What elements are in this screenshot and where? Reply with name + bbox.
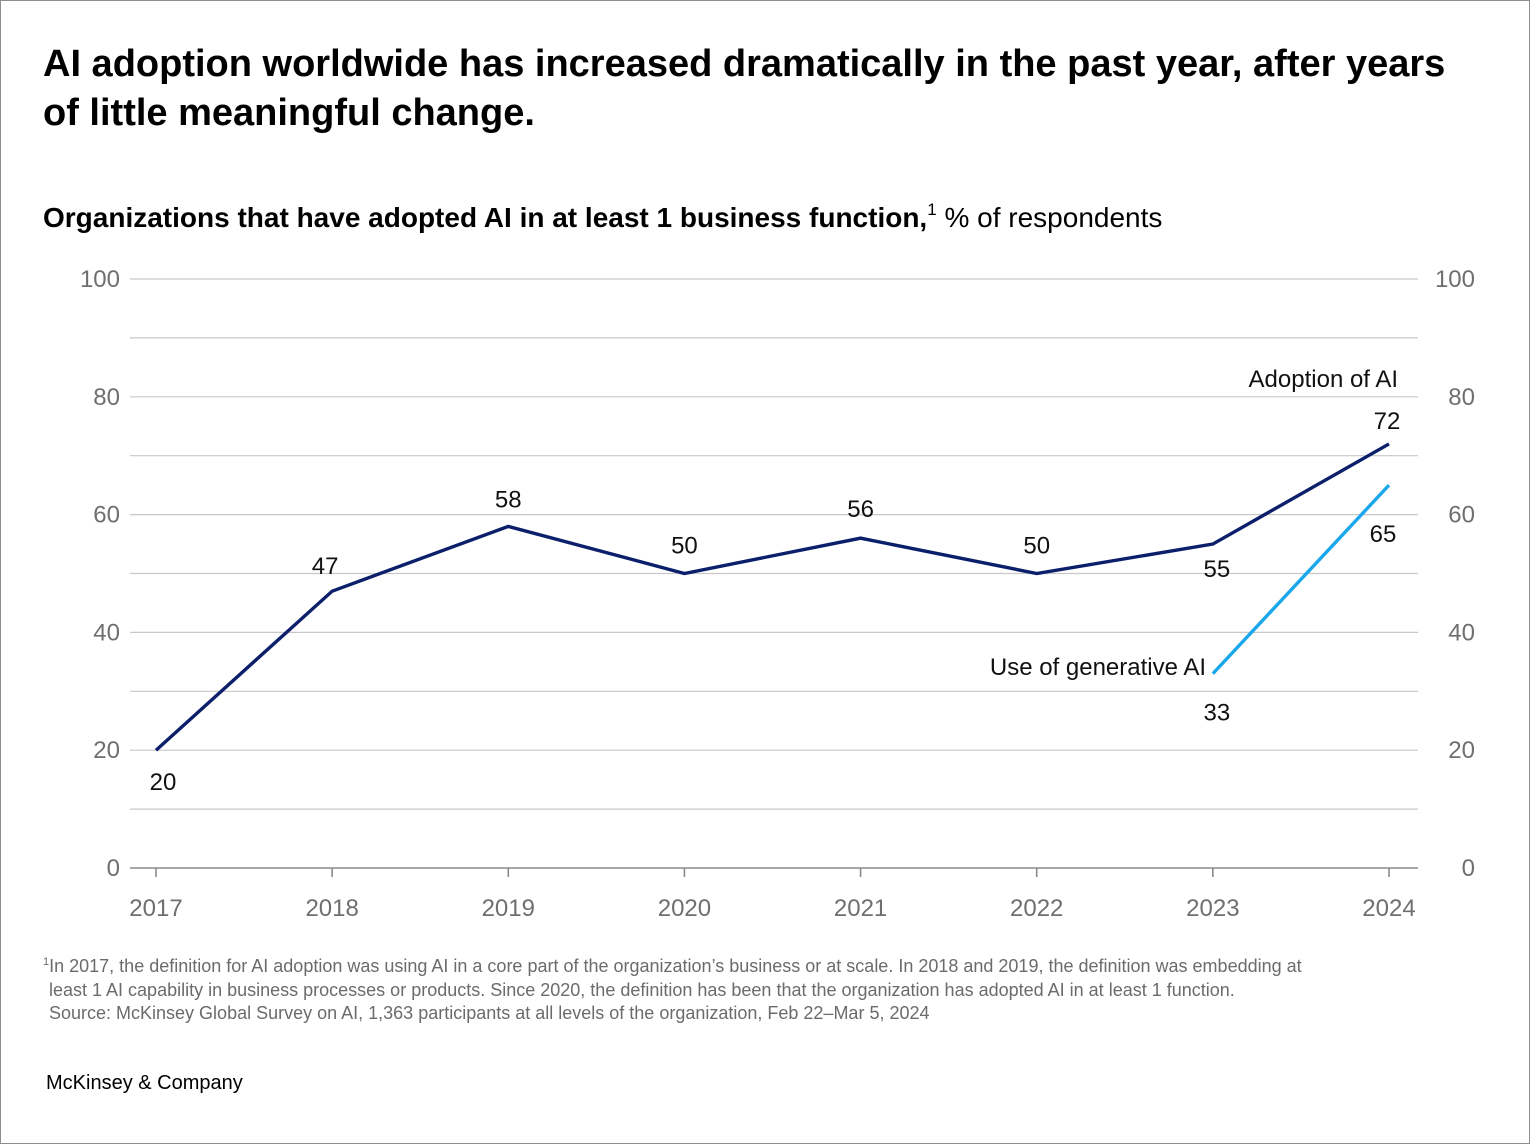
x-tick-label: 2022 [1010,895,1063,922]
data-label-adoption: 72 [1374,408,1401,435]
subtitle-footnote-marker: 1 [927,200,937,219]
x-tick-label: 2020 [658,895,711,922]
footnote-text-2: least 1 AI capability in business proces… [49,979,1235,1000]
data-label-adoption: 47 [312,553,339,580]
data-label-adoption: 56 [847,496,874,523]
x-tick-label: 2023 [1186,895,1239,922]
y-tick-label-left: 100 [80,266,120,293]
label-layer: 20 47 58 50 56 50 55 72 33 65 Adoption of AI Use of… [150,366,1401,796]
data-label-adoption: 58 [495,486,522,513]
data-label-adoption: 55 [1204,556,1231,583]
series-line-adoption-of-ai [154,442,1390,752]
data-label-adoption: 20 [150,769,177,796]
x-tick-label: 2017 [129,895,182,922]
data-label-adoption: 50 [671,533,698,560]
data-label-generative: 65 [1370,521,1397,548]
footnote-marker: 1 [43,956,50,968]
y-tick-label-right: 0 [1462,855,1475,882]
grid-layer [130,278,1418,810]
footnote-line: least 1 AI capability in business proces… [43,979,1483,1003]
y-tick-label-left: 80 [93,384,120,411]
y-tick-label-right: 40 [1448,619,1475,646]
chart-title: AI adoption worldwide has increased dram… [43,43,1446,134]
series-label-generative-ai: Use of generative AI [990,654,1206,681]
y-tick-label-right: 80 [1448,384,1475,411]
subtitle-unit: % of respondents [944,202,1163,233]
x-tick-label: 2021 [834,895,887,922]
footnote-line: 1In 2017, the definition for AI adoption… [43,951,1483,979]
source-line: Source: McKinsey Global Survey on AI, 1,… [43,1002,1483,1026]
y-tick-label-right: 20 [1448,737,1475,764]
y-tick-label-left: 0 [107,855,120,882]
data-label-generative: 33 [1204,700,1231,727]
series-label-adoption-of-ai: Adoption of AI [1249,366,1398,393]
chart-subtitle: Organizations that have adopted AI in at… [43,190,1443,238]
x-tick-label: 2019 [482,895,535,922]
series-layer [154,442,1391,752]
data-label-adoption: 50 [1023,533,1050,560]
source-text: Source: McKinsey Global Survey on AI, 1,… [49,1003,930,1023]
y-tick-label-right: 60 [1448,502,1475,529]
y-tick-label-right: 100 [1435,266,1475,293]
subtitle-main: Organizations that have adopted AI in at… [43,202,928,233]
y-tick-label-left: 60 [93,502,120,529]
footnote-text-1: In 2017, the definition for AI adoption … [49,956,1302,976]
x-tick-label: 2024 [1362,895,1415,922]
series-line-generative-ai [1211,483,1391,675]
footnote: 1In 2017, the definition for AI adoption… [43,951,1483,1026]
y-tick-label-left: 40 [93,619,120,646]
brand-logo-text: McKinsey & Company [46,1072,243,1094]
y-tick-label-left: 20 [93,737,120,764]
x-tick-label: 2018 [305,895,358,922]
